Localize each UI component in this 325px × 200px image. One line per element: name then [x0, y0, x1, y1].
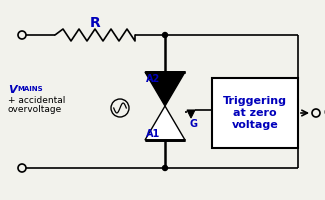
Polygon shape [145, 72, 185, 106]
Text: G: G [189, 119, 197, 129]
Polygon shape [145, 106, 185, 140]
Text: V: V [8, 85, 17, 95]
Text: Triggering
at zero
voltage: Triggering at zero voltage [223, 96, 287, 130]
Text: Control: Control [323, 108, 325, 118]
Text: + accidental: + accidental [8, 96, 65, 105]
Circle shape [162, 166, 167, 170]
Bar [212, 78, 298, 148]
Text: overvoltage: overvoltage [8, 105, 62, 114]
Text: MAINS: MAINS [17, 86, 43, 92]
Text: A1: A1 [146, 129, 160, 139]
Polygon shape [187, 110, 195, 118]
Text: R: R [90, 16, 100, 30]
Circle shape [162, 32, 167, 38]
Text: A2: A2 [146, 74, 160, 84]
